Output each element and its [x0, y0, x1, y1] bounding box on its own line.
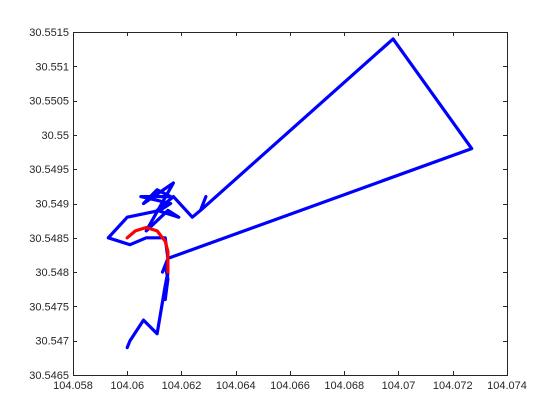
x-tick-label: 104.06 [110, 380, 144, 392]
x-tick-label: 104.068 [324, 380, 364, 392]
y-tick-label: 30.548 [35, 267, 69, 279]
series-line-1 [106, 37, 474, 350]
y-tick-label: 30.55 [41, 130, 69, 142]
x-tick-label: 104.064 [216, 380, 256, 392]
y-tick-label: 30.5485 [29, 233, 69, 245]
series-line-2 [125, 225, 170, 274]
x-tick-label: 104.058 [53, 380, 93, 392]
y-tick-label: 30.551 [35, 61, 69, 73]
y-tick-label: 30.5495 [29, 164, 69, 176]
series-layer [106, 37, 474, 350]
plot-area [73, 32, 507, 375]
y-tick-label: 30.5515 [29, 27, 69, 39]
x-tick-label: 104.074 [487, 380, 527, 392]
x-tick-label: 104.066 [270, 380, 310, 392]
x-tick-label: 104.062 [162, 380, 202, 392]
y-tick-label: 30.5505 [29, 96, 69, 108]
y-tick-label: 30.549 [35, 199, 69, 211]
y-tick-label: 30.5475 [29, 301, 69, 313]
x-tick-label: 104.07 [382, 380, 416, 392]
axes: 104.058 104.06 104.062 104.064 104.066 104.06… [29, 27, 527, 392]
x-tick-label: 104.072 [433, 380, 473, 392]
y-tick-label: 30.5465 [29, 370, 69, 382]
y-tick-label: 30.547 [35, 336, 69, 348]
